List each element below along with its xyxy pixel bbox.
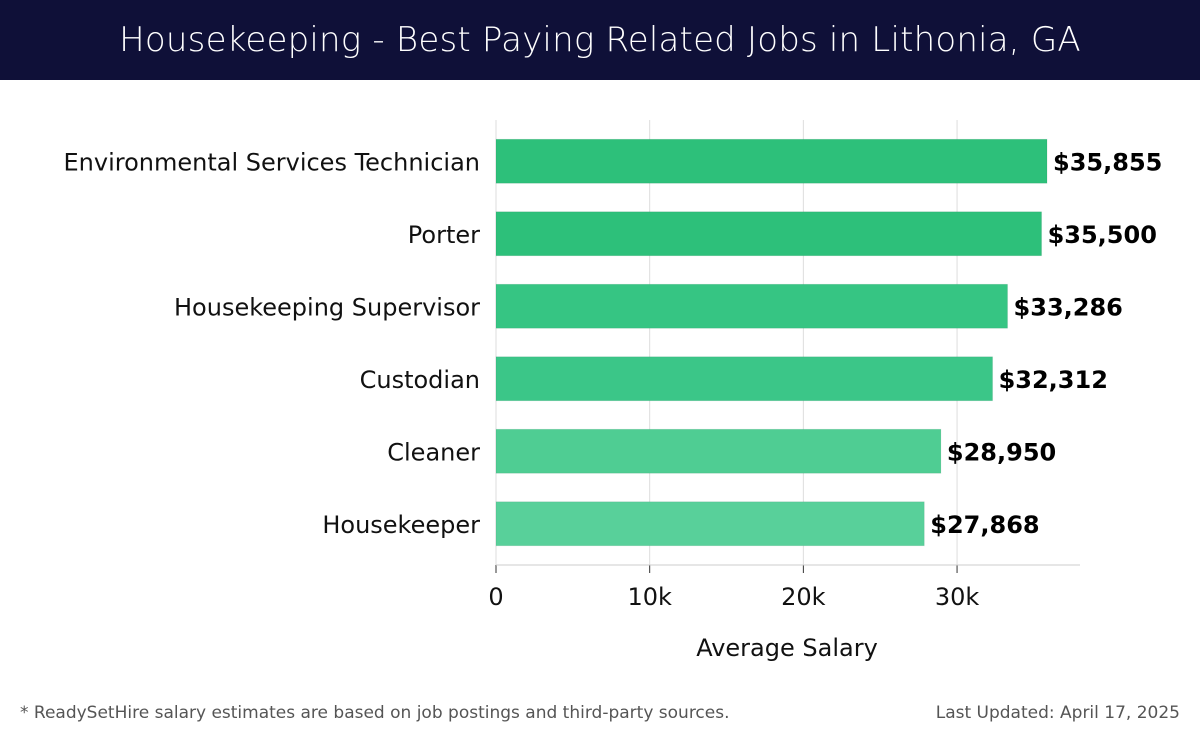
category-label: Cleaner [387, 438, 480, 466]
bars [495, 138, 1048, 547]
category-labels: Environmental Services Technician Porter H… [64, 148, 481, 539]
bar [495, 428, 942, 474]
value-label: $28,950 [947, 438, 1056, 466]
x-tick-label: 20k [781, 583, 826, 611]
category-label: Housekeeping Supervisor [174, 293, 480, 321]
x-tick-label: 30k [935, 583, 980, 611]
bar-chart: Environmental Services Technician Porter H… [64, 120, 1162, 662]
category-label: Environmental Services Technician [64, 148, 481, 176]
x-axis: 0 10k 20k 30k [488, 564, 1080, 611]
x-tick-label: 0 [488, 583, 503, 611]
value-label: $27,868 [930, 511, 1039, 539]
category-label: Housekeeper [322, 511, 480, 539]
bar [495, 501, 925, 547]
value-label: $33,286 [1014, 293, 1123, 321]
value-labels: $35,855 $35,500 $33,286 $32,312 $28,950 $27,8… [930, 148, 1162, 539]
x-axis-label: Average Salary [696, 634, 878, 662]
chart-title: Housekeeping - Best Paying Related Jobs … [119, 20, 1081, 60]
x-tick-label: 10k [627, 583, 672, 611]
value-label: $35,855 [1053, 148, 1162, 176]
value-label: $35,500 [1048, 221, 1157, 249]
header-bar: Housekeeping - Best Paying Related Jobs … [0, 0, 1200, 80]
footer-note: * ReadySetHire salary estimates are base… [20, 703, 730, 723]
category-label: Custodian [360, 366, 480, 394]
last-updated: Last Updated: April 17, 2025 [935, 703, 1180, 723]
grid-lines [495, 120, 958, 565]
bar [495, 138, 1048, 184]
bar [495, 283, 1009, 329]
category-label: Porter [408, 221, 480, 249]
value-label: $32,312 [999, 366, 1108, 394]
bar [495, 211, 1043, 257]
bar [495, 356, 994, 402]
